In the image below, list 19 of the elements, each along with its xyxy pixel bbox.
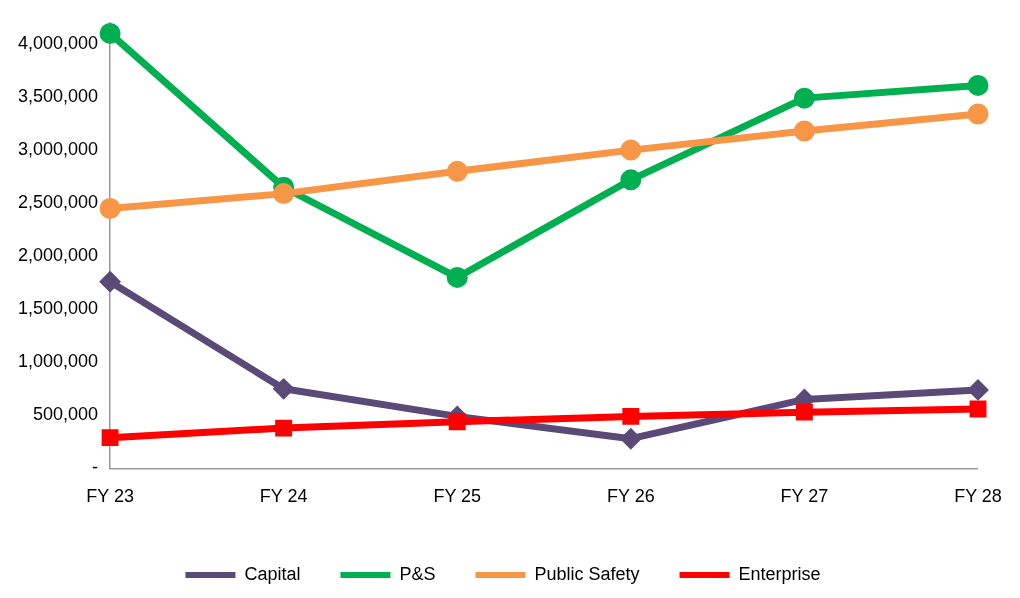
x-tick-label: FY 26 <box>606 486 655 507</box>
x-tick-label: FY 23 <box>86 486 134 507</box>
y-tick-label: 1,500,000 <box>18 298 99 319</box>
legend-label: P&S <box>399 563 436 584</box>
y-tick-label: 4,000,000 <box>18 32 99 53</box>
y-tick-label: 2,500,000 <box>18 192 99 213</box>
legend-label: Public Safety <box>534 563 640 584</box>
x-tick-label: FY 25 <box>433 486 482 507</box>
y-tick-label: 1,000,000 <box>18 351 99 372</box>
y-tick-label: 2,000,000 <box>18 245 99 266</box>
legend-label: Capital <box>244 563 301 584</box>
legend-label: Enterprise <box>738 563 821 584</box>
x-tick-label: FY 27 <box>780 486 829 507</box>
y-tick-label: 500,000 <box>33 404 99 425</box>
y-tick-label: 3,000,000 <box>18 139 99 160</box>
x-tick-label: FY 28 <box>954 486 1002 507</box>
y-tick-label: - <box>92 457 99 478</box>
y-tick-label: 3,500,000 <box>18 86 99 107</box>
x-tick-label: FY 24 <box>259 486 308 507</box>
